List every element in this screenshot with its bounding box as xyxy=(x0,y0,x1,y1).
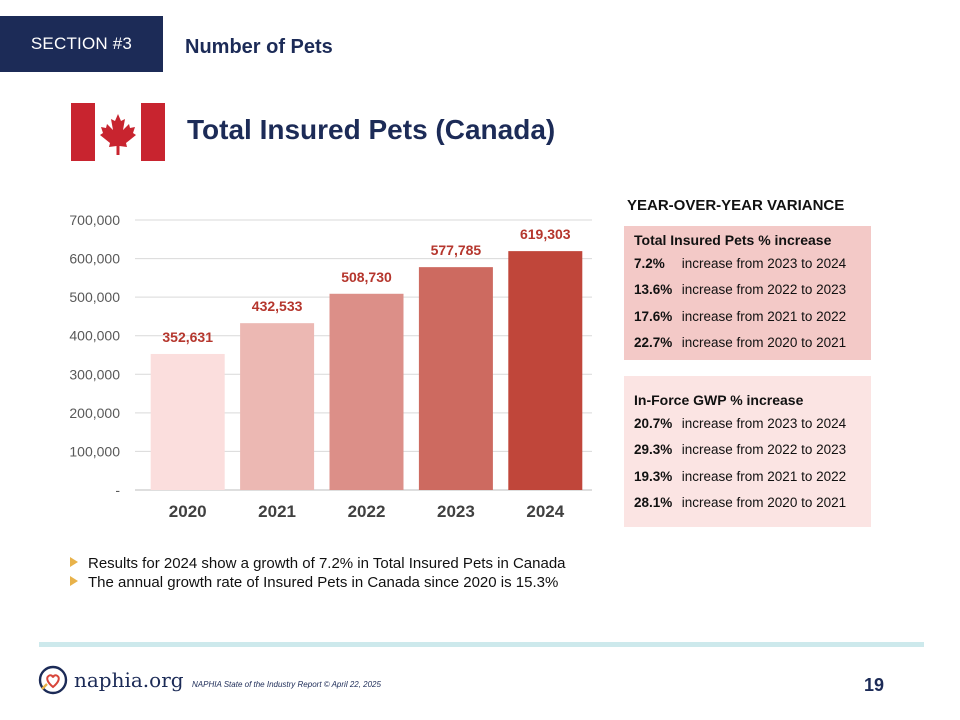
bar xyxy=(508,251,583,490)
variance-text: increase from 2023 to 2024 xyxy=(681,416,847,431)
variance-row: 29.3% increase from 2022 to 2023 xyxy=(634,440,871,466)
naphia-logo[interactable]: naphia.org xyxy=(38,665,184,695)
y-tick-label: 200,000 xyxy=(69,405,120,421)
page-title: Total Insured Pets (Canada) xyxy=(187,114,556,145)
summary-bullets: Results for 2024 show a growth of 7.2% i… xyxy=(70,555,566,593)
variance-row: 7.2% increase from 2023 to 2024 xyxy=(634,254,871,280)
variance-pct: 28.1% xyxy=(634,494,673,510)
canada-flag-icon xyxy=(71,103,165,161)
variance-pct: 17.6% xyxy=(634,308,673,324)
insured-pets-variance-box: Total Insured Pets % increase 7.2% incre… xyxy=(624,226,871,360)
section-title: Number of Pets xyxy=(185,36,333,58)
x-tick-label: 2023 xyxy=(437,502,475,521)
y-tick-label: - xyxy=(115,482,120,498)
x-tick-label: 2020 xyxy=(169,502,207,521)
logo-text: naphia.org xyxy=(74,668,184,692)
naphia-heart-icon xyxy=(38,665,68,695)
y-tick-label: 400,000 xyxy=(69,328,120,344)
variance-text: increase from 2022 to 2023 xyxy=(681,282,847,298)
bar xyxy=(329,293,404,490)
variance-text: increase from 2021 to 2022 xyxy=(681,308,847,324)
bar-value-label: 577,785 xyxy=(431,242,482,258)
variance-row: 17.6% increase from 2021 to 2022 xyxy=(634,307,871,333)
bullet-item: Results for 2024 show a growth of 7.2% i… xyxy=(70,555,566,574)
x-tick-label: 2024 xyxy=(526,502,564,521)
bar xyxy=(150,353,225,490)
footer-note: NAPHIA State of the Industry Report © Ap… xyxy=(192,680,381,689)
bar xyxy=(418,267,493,490)
variance-pct: 7.2% xyxy=(634,256,665,271)
bullet-item: The annual growth rate of Insured Pets i… xyxy=(70,574,566,593)
variance-pct: 29.3% xyxy=(634,442,673,458)
variance-pct: 13.6% xyxy=(634,282,673,298)
variance-row: 22.7% increase from 2020 to 2021 xyxy=(634,333,871,359)
variance-text: increase from 2022 to 2023 xyxy=(681,442,847,458)
variance-row: 20.7% increase from 2023 to 2024 xyxy=(634,414,871,440)
bar-value-label: 508,730 xyxy=(341,269,392,285)
y-tick-label: 700,000 xyxy=(69,212,120,228)
variance-text: increase from 2020 to 2021 xyxy=(681,334,847,350)
gwp-variance-box: In-Force GWP % increase 20.7% increase f… xyxy=(624,376,871,527)
insured-pets-bar-chart: - 100,000 200,000 300,000 400,000 500,000 600,… xyxy=(69,212,592,521)
insured-pets-variance-title: Total Insured Pets % increase xyxy=(634,232,832,248)
y-tick-label: 100,000 xyxy=(69,443,120,459)
variance-row: 13.6% increase from 2022 to 2023 xyxy=(634,280,871,306)
x-tick-label: 2022 xyxy=(348,502,386,521)
y-tick-label: 300,000 xyxy=(69,366,120,382)
gwp-variance-title: In-Force GWP % increase xyxy=(634,392,804,408)
page-number: 19 xyxy=(864,675,885,695)
variance-text: increase from 2020 to 2021 xyxy=(681,494,847,510)
variance-row: 19.3% increase from 2021 to 2022 xyxy=(634,467,871,493)
variance-heading: YEAR-OVER-YEAR VARIANCE xyxy=(627,197,845,214)
y-tick-label: 500,000 xyxy=(69,289,120,305)
bar-value-label: 352,631 xyxy=(162,329,213,345)
variance-pct: 20.7% xyxy=(634,416,673,431)
bar-value-label: 619,303 xyxy=(520,226,571,242)
bar-value-label: 432,533 xyxy=(252,298,303,314)
bullet-text: The annual growth rate of Insured Pets i… xyxy=(88,574,559,591)
bar xyxy=(240,323,315,490)
section-tag: SECTION #3 xyxy=(0,16,163,72)
footer-divider xyxy=(39,642,924,647)
variance-pct: 19.3% xyxy=(634,468,673,484)
variance-row: 28.1% increase from 2020 to 2021 xyxy=(634,493,871,519)
bullet-text: Results for 2024 show a growth of 7.2% i… xyxy=(88,555,566,572)
bullet-arrow-icon xyxy=(70,576,78,586)
variance-text: increase from 2021 to 2022 xyxy=(681,468,847,484)
y-tick-label: 600,000 xyxy=(69,251,120,267)
bullet-arrow-icon xyxy=(70,557,78,567)
variance-pct: 22.7% xyxy=(634,334,673,350)
variance-text: increase from 2023 to 2024 xyxy=(681,256,847,271)
x-tick-label: 2021 xyxy=(258,502,296,521)
